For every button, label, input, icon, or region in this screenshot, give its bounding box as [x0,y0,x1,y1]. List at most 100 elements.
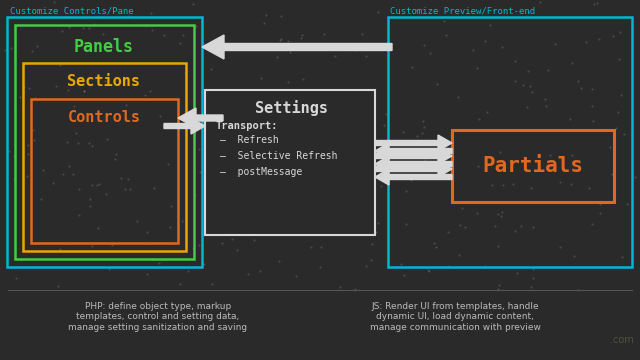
Point [144,240,154,246]
Point [232,200,243,206]
Polygon shape [375,135,452,151]
Bar [31,99,178,243]
Point [406,177,416,183]
Point [159,32,169,37]
Point [88,22,99,27]
Point [93,181,104,186]
Point [555,179,565,184]
Text: –  postMessage: – postMessage [220,167,302,177]
Point [541,103,551,108]
Point [455,222,465,228]
Point [589,1,599,7]
Point [493,286,504,292]
Point [296,32,307,37]
Point [298,76,308,81]
Point [55,63,65,68]
Point [79,88,90,94]
Polygon shape [164,118,205,134]
Point [497,209,507,215]
Point [296,35,306,41]
Point [84,140,95,145]
Point [401,188,412,194]
Point [454,252,464,258]
Point [474,117,484,122]
Point [294,149,304,155]
Point [147,10,157,16]
Point [154,113,164,118]
Point [189,192,200,198]
Point [376,183,387,189]
Text: Sections: Sections [67,75,141,90]
Point [359,229,369,235]
Text: .com: .com [610,335,634,345]
Polygon shape [375,148,452,164]
Point [109,156,120,162]
Point [261,180,271,186]
Point [609,33,619,39]
Point [93,225,103,231]
Point [420,157,430,163]
Point [422,267,433,273]
Point [565,116,575,121]
Point [177,219,188,224]
Point [303,143,314,149]
Point [484,23,495,28]
Point [58,171,68,176]
Point [68,103,79,109]
Point [457,205,467,211]
Point [70,130,81,136]
Point [188,1,198,6]
Point [294,230,304,236]
Point [490,223,500,229]
Point [257,76,267,81]
Point [425,50,435,56]
Point [509,58,520,63]
Point [217,240,227,246]
Point [528,266,538,272]
Point [87,143,97,149]
Point [512,270,522,276]
Point [573,287,583,293]
Point [420,163,431,169]
Point [540,96,550,102]
Point [255,269,265,274]
Point [594,36,604,42]
Point [98,31,108,37]
Point [417,130,427,136]
Point [22,142,33,148]
Point [550,41,560,46]
Point [55,246,65,252]
Point [419,42,429,48]
Point [566,152,577,158]
Point [499,161,509,167]
Point [93,14,104,20]
Point [614,56,625,62]
Point [424,269,434,274]
Point [367,241,377,247]
Point [525,284,536,290]
Point [19,85,29,90]
Point [526,185,536,191]
Point [480,263,490,269]
Point [496,213,506,219]
Point [120,102,131,108]
Point [149,185,159,191]
Point [577,85,587,90]
Point [383,38,393,44]
Polygon shape [202,35,392,59]
Point [349,118,360,124]
Point [104,266,115,272]
Point [276,13,286,19]
Point [49,0,59,4]
Point [351,108,362,114]
Bar [205,90,375,235]
Point [51,83,61,89]
Text: –  Selective Refresh: – Selective Refresh [220,151,337,161]
Point [587,103,597,109]
Point [432,81,442,86]
Point [369,188,379,193]
Point [527,89,537,95]
Point [166,203,176,209]
Point [482,109,492,114]
Point [8,154,19,159]
